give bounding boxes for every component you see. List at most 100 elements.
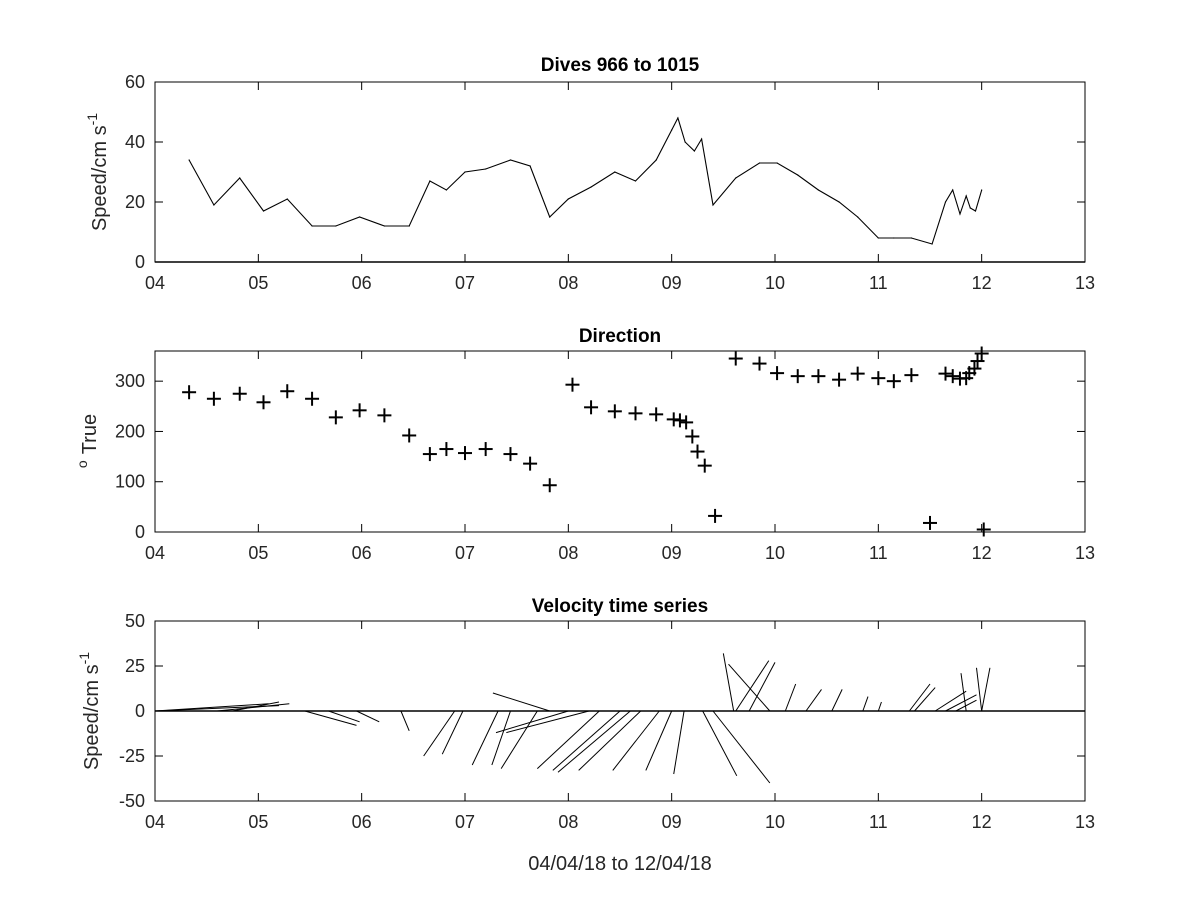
- direction-plus-marker: [256, 395, 271, 410]
- direction-plus-marker: [503, 447, 518, 462]
- speed-data-point: [693, 150, 696, 152]
- speed-data-point: [969, 207, 971, 209]
- velocity-stick: [673, 710, 685, 775]
- speed-panel-ylabel: Speed/cm s-1: [84, 113, 111, 231]
- speed-data-point: [655, 159, 657, 161]
- direction-plus-marker: [628, 406, 643, 421]
- speed-panel: Dives 966 to 1015 Speed/cm s-1 04 05 06 07 0…: [84, 55, 1095, 293]
- direction-axes-frame: [154, 350, 1086, 533]
- speed-data-point: [944, 201, 947, 203]
- velocity-stick: [612, 710, 660, 771]
- speed-data-point: [981, 189, 983, 191]
- direction-plus-marker: [811, 369, 826, 384]
- direction-plus-marker: [976, 522, 991, 537]
- velocity-stick: [877, 701, 882, 712]
- speed-data-point: [383, 225, 385, 227]
- velocity-ytick-label: 0: [135, 701, 145, 721]
- speed-data-point: [974, 210, 977, 212]
- speed-data-point: [877, 237, 879, 239]
- speed-data-point: [838, 201, 840, 203]
- velocity-xtick-label: 09: [662, 812, 682, 832]
- velocity-ytick-label: -25: [119, 746, 145, 766]
- direction-plus-marker: [523, 456, 538, 471]
- direction-plus-marker: [439, 442, 454, 457]
- speed-data-point: [817, 189, 820, 191]
- velocity-stick: [831, 689, 843, 712]
- speed-data-point: [684, 141, 686, 143]
- direction-plus-marker: [832, 372, 847, 387]
- direction-xtick-label: 13: [1075, 543, 1095, 563]
- velocity-stick: [955, 699, 977, 712]
- direction-xtick-label: 06: [352, 543, 372, 563]
- direction-plus-marker: [206, 391, 221, 406]
- speed-data-point: [286, 198, 288, 200]
- speed-xtick-label: 11: [869, 273, 888, 293]
- speed-data-point: [671, 129, 673, 131]
- direction-plus-marker: [752, 356, 767, 371]
- speed-data-point: [776, 162, 778, 164]
- speed-data-point: [952, 189, 954, 191]
- speed-panel-ylabel-sup: -1: [84, 113, 100, 126]
- speed-xtick-label: 08: [558, 273, 578, 293]
- speed-xtick-label: 09: [662, 273, 682, 293]
- velocity-stick: [356, 710, 380, 723]
- speed-xtick-label: 04: [145, 273, 165, 293]
- direction-plus-marker: [672, 413, 687, 428]
- velocity-stick: [471, 710, 499, 766]
- velocity-stick: [784, 683, 797, 712]
- speed-data-point: [634, 180, 637, 182]
- velocity-stick: [400, 710, 410, 731]
- direction-xtick-label: 10: [765, 543, 785, 563]
- velocity-stick: [536, 710, 600, 769]
- direction-plus-marker: [232, 386, 247, 401]
- speed-xtick-label: 06: [352, 273, 372, 293]
- direction-plus-marker: [728, 351, 743, 366]
- direction-plus-marker: [478, 442, 493, 457]
- velocity-panel-ylabel-text: Speed/cm s: [81, 664, 103, 770]
- speed-data-point: [567, 198, 569, 200]
- direction-plus-marker: [871, 371, 886, 386]
- direction-ytick-label: 100: [115, 472, 145, 492]
- speed-data-point: [614, 171, 616, 173]
- direction-plus-marker: [690, 444, 705, 459]
- velocity-stick: [945, 694, 977, 712]
- speed-data-point: [857, 216, 859, 218]
- velocity-stick: [232, 701, 280, 712]
- velocity-stick: [154, 703, 269, 712]
- direction-plus-marker: [377, 408, 392, 423]
- velocity-stick: [495, 710, 569, 734]
- direction-plus-marker: [679, 415, 694, 430]
- speed-xtick-label: 10: [765, 273, 785, 293]
- speed-data-point: [262, 210, 265, 212]
- direction-plus-marker: [974, 346, 989, 361]
- velocity-stick: [552, 710, 621, 771]
- direction-plus-marker: [565, 377, 580, 392]
- direction-plus-marker: [697, 458, 712, 473]
- velocity-stick: [500, 710, 538, 769]
- direction-plus-marker: [422, 447, 437, 462]
- speed-data-point: [712, 204, 714, 206]
- svg-text:oTrue: o True: [74, 414, 101, 468]
- speed-ytick-label: 0: [135, 252, 145, 272]
- speed-data-point: [910, 237, 913, 239]
- direction-panel-ylabel-prefix: o: [74, 460, 90, 468]
- velocity-panel-ylabel: Speed/cm s-1: [76, 652, 103, 770]
- direction-ytick-label: 0: [135, 522, 145, 542]
- direction-xtick-label: 07: [455, 543, 475, 563]
- speed-data-point: [735, 177, 737, 179]
- direction-panel: Direction o True 04 05 06 07 08 09 10 11 12 13 0 100…: [74, 326, 1095, 563]
- velocity-xtick-label: 04: [145, 812, 165, 832]
- direction-xtick-label: 04: [145, 543, 165, 563]
- velocity-xtick-label: 06: [352, 812, 372, 832]
- velocity-stick: [506, 710, 590, 734]
- direction-plus-marker: [402, 428, 417, 443]
- direction-plus-marker: [305, 391, 320, 406]
- speed-data-point: [485, 168, 487, 170]
- velocity-xtick-label: 11: [869, 812, 888, 832]
- speed-xtick-label: 07: [455, 273, 475, 293]
- velocity-stick: [645, 710, 673, 771]
- direction-ytick-label: 200: [115, 421, 145, 441]
- direction-panel-ylabel-text: True: [79, 414, 101, 454]
- direction-plus-marker: [967, 361, 982, 376]
